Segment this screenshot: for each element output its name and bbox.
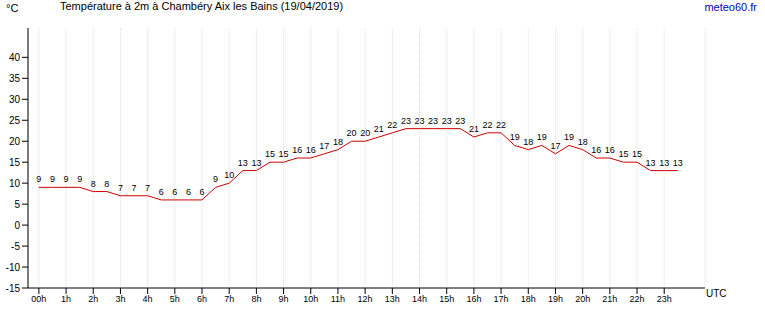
svg-text:1h: 1h: [61, 294, 71, 304]
svg-text:18: 18: [523, 137, 533, 147]
svg-text:7: 7: [132, 183, 137, 193]
svg-text:23: 23: [415, 116, 425, 126]
svg-text:16: 16: [292, 145, 302, 155]
svg-text:14h: 14h: [412, 294, 427, 304]
svg-text:22: 22: [387, 120, 397, 130]
svg-text:7: 7: [118, 183, 123, 193]
svg-text:17h: 17h: [494, 294, 509, 304]
svg-text:11h: 11h: [331, 294, 345, 304]
svg-text:21: 21: [374, 124, 384, 134]
svg-text:21: 21: [469, 124, 479, 134]
svg-text:17: 17: [550, 141, 560, 151]
svg-text:00h: 00h: [31, 294, 46, 304]
svg-text:19: 19: [537, 132, 547, 142]
html-text:UTC: UTC: [706, 288, 727, 299]
svg-text:6: 6: [159, 187, 164, 197]
svg-text:18h: 18h: [521, 294, 536, 304]
svg-text:17: 17: [319, 141, 329, 151]
svg-text:40: 40: [9, 52, 21, 63]
svg-text:15: 15: [632, 149, 642, 159]
svg-text:21h: 21h: [602, 294, 617, 304]
svg-text:16: 16: [605, 145, 615, 155]
svg-text:23: 23: [455, 116, 465, 126]
svg-text:6h: 6h: [197, 294, 207, 304]
svg-text:23: 23: [401, 116, 411, 126]
svg-text:13h: 13h: [385, 294, 400, 304]
svg-text:10: 10: [224, 170, 234, 180]
svg-text:15: 15: [618, 149, 628, 159]
svg-text:13: 13: [646, 158, 656, 168]
svg-text:22: 22: [496, 120, 506, 130]
svg-text:20h: 20h: [575, 294, 590, 304]
svg-text:9: 9: [50, 174, 55, 184]
svg-text:15: 15: [9, 157, 21, 168]
svg-text:9h: 9h: [279, 294, 289, 304]
svg-text:13: 13: [673, 158, 683, 168]
svg-text:23: 23: [428, 116, 438, 126]
svg-text:20: 20: [360, 128, 370, 138]
svg-text:22: 22: [482, 120, 492, 130]
svg-text:6: 6: [186, 187, 191, 197]
svg-text:9: 9: [213, 174, 218, 184]
svg-text:25: 25: [9, 115, 21, 126]
svg-text:10h: 10h: [303, 294, 318, 304]
html-text:°C: °C: [6, 2, 19, 14]
svg-text:3h: 3h: [115, 294, 125, 304]
svg-text:13: 13: [251, 158, 261, 168]
svg-text:16: 16: [591, 145, 601, 155]
svg-text:6: 6: [172, 187, 177, 197]
svg-text:13: 13: [659, 158, 669, 168]
svg-text:-5: -5: [11, 241, 20, 252]
svg-text:35: 35: [9, 73, 21, 84]
svg-text:18: 18: [333, 137, 343, 147]
svg-text:9: 9: [77, 174, 82, 184]
svg-text:16h: 16h: [466, 294, 481, 304]
svg-text:18: 18: [578, 137, 588, 147]
svg-text:7: 7: [145, 183, 150, 193]
svg-text:8: 8: [91, 179, 96, 189]
svg-text:19h: 19h: [548, 294, 563, 304]
svg-text:20: 20: [347, 128, 357, 138]
svg-text:9: 9: [64, 174, 69, 184]
svg-text:19: 19: [564, 132, 574, 142]
svg-text:9: 9: [36, 174, 41, 184]
svg-text:4h: 4h: [143, 294, 153, 304]
html-text:Température à 2m à Chambéry Ai: Température à 2m à Chambéry Aix les Bain…: [60, 0, 344, 12]
svg-text:10: 10: [9, 178, 21, 189]
svg-text:0: 0: [14, 220, 20, 231]
svg-text:22h: 22h: [630, 294, 645, 304]
svg-text:-15: -15: [8, 283, 20, 294]
svg-text:12h: 12h: [358, 294, 373, 304]
svg-text:8: 8: [104, 179, 109, 189]
html-text:meteo60.fr: meteo60.fr: [704, 1, 757, 13]
svg-text:15: 15: [279, 149, 289, 159]
svg-text:30: 30: [9, 94, 21, 105]
svg-text:-10: -10: [8, 262, 20, 273]
svg-text:15: 15: [265, 149, 275, 159]
svg-text:20: 20: [9, 136, 21, 147]
svg-text:5h: 5h: [170, 294, 180, 304]
svg-text:7h: 7h: [224, 294, 234, 304]
svg-text:8h: 8h: [251, 294, 261, 304]
svg-text:23: 23: [442, 116, 452, 126]
svg-text:6: 6: [200, 187, 205, 197]
svg-text:13: 13: [238, 158, 248, 168]
svg-text:5: 5: [14, 199, 20, 210]
svg-text:2h: 2h: [88, 294, 98, 304]
svg-text:15h: 15h: [439, 294, 454, 304]
svg-text:19: 19: [510, 132, 520, 142]
svg-text:16: 16: [306, 145, 316, 155]
svg-text:23h: 23h: [657, 294, 672, 304]
